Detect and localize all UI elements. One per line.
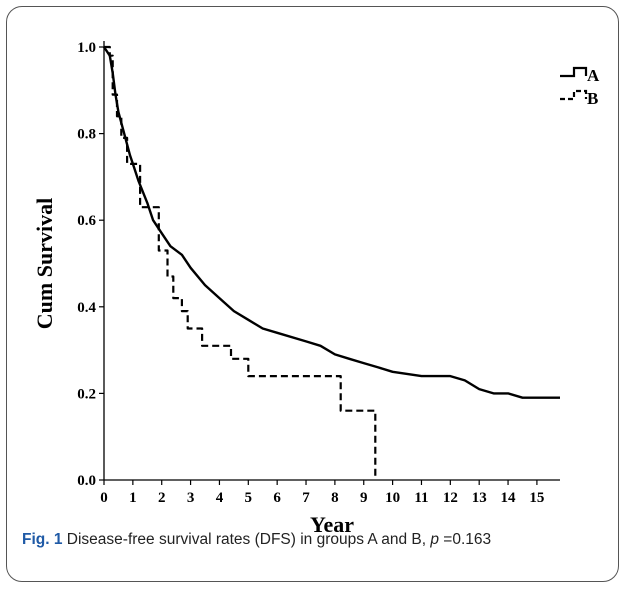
y-tick-label: 1.0 xyxy=(77,40,96,56)
x-tick-label: 2 xyxy=(158,490,166,506)
x-tick-label: 9 xyxy=(360,490,368,506)
x-tick-label: 11 xyxy=(414,490,428,506)
x-tick-label: 12 xyxy=(443,490,458,506)
x-tick-label: 0 xyxy=(100,490,108,506)
x-tick-label: 6 xyxy=(273,490,281,506)
x-tick-label: 5 xyxy=(245,490,253,506)
legend-swatch-b xyxy=(560,89,588,101)
caption-text: Disease-free survival rates (DFS) in gro… xyxy=(66,531,427,548)
figure-caption: Fig. 1 Disease-free survival rates (DFS)… xyxy=(22,531,491,549)
y-tick-label: 0.6 xyxy=(77,213,96,229)
x-tick-label: 7 xyxy=(302,490,310,506)
legend-swatch-a xyxy=(560,66,588,78)
x-tick-label: 14 xyxy=(501,490,517,506)
legend-label-b: B xyxy=(587,89,598,108)
p-symbol: p xyxy=(430,531,439,548)
series-line-a xyxy=(103,46,560,399)
x-tick-label: 1 xyxy=(129,490,137,506)
legend: AB xyxy=(560,66,600,108)
p-value: =0.163 xyxy=(443,531,492,548)
figure-label: Fig. 1 xyxy=(22,531,63,548)
x-tick-label: 3 xyxy=(187,490,195,506)
x-tick-label: 13 xyxy=(472,490,487,506)
axes xyxy=(103,41,560,481)
y-tick-label: 0.2 xyxy=(77,386,96,402)
y-tick-label: 0.0 xyxy=(77,473,96,489)
series-line-b xyxy=(104,45,377,480)
y-tick-label: 0.4 xyxy=(77,300,96,316)
x-tick-label: 4 xyxy=(216,490,224,506)
x-tick-label: 15 xyxy=(529,490,544,506)
figure-frame xyxy=(6,6,619,582)
legend-label-a: A xyxy=(587,66,600,85)
ticks: 0.00.20.40.60.81.00 1 2 3 4 5 6 7 8 9 10 11 12 13 14 15 xyxy=(77,40,544,506)
x-axis-title: Year xyxy=(310,512,354,537)
x-tick-label: 10 xyxy=(385,490,400,506)
series xyxy=(103,45,560,480)
y-axis-title: Cum Survival xyxy=(32,198,57,329)
x-tick-label: 8 xyxy=(331,490,339,506)
y-tick-label: 0.8 xyxy=(77,127,96,143)
